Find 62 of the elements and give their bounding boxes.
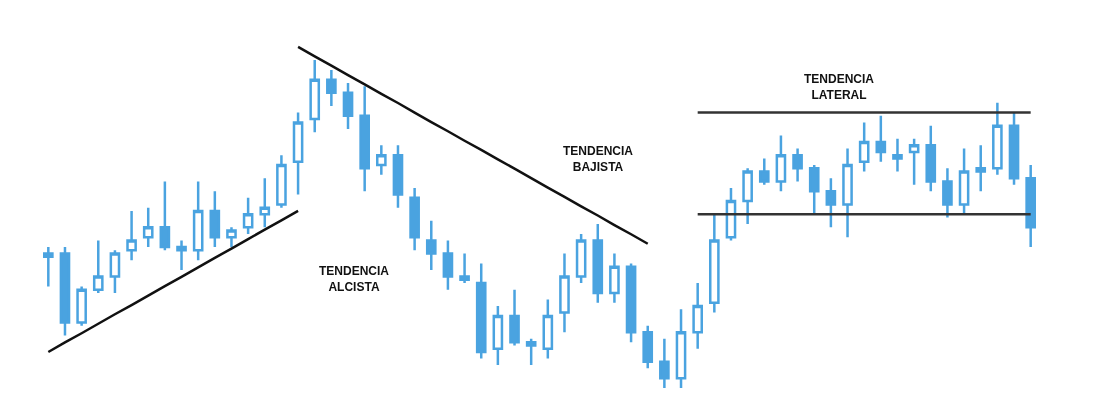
candlestick [709,212,720,314]
candlestick [126,209,137,262]
candlestick [43,245,54,288]
candlestick [525,337,537,367]
candlestick [625,262,637,344]
candlestick [292,111,304,196]
candlestick [975,144,987,193]
candlestick [659,337,670,390]
candlestick [442,239,454,291]
candlestick [242,196,254,236]
candlestick [675,308,687,390]
candlestick [342,81,354,131]
annotation: TENDENCIA ALCISTA [319,264,390,294]
candlestick [609,252,620,305]
candlestick [1025,163,1036,249]
candlestick [592,222,604,305]
candlestick [359,85,370,193]
candlestick [259,176,271,229]
candlestick [542,298,554,360]
candlestick [758,157,770,186]
candlestick [376,144,387,177]
candlestick [76,285,87,327]
candlestick [958,147,970,216]
candlestick [459,252,470,285]
candlestick [559,252,570,334]
candlestick [475,262,487,360]
candlestick [425,219,437,272]
candlestick [858,121,870,173]
candlestick [925,124,937,193]
candlestick [575,232,587,285]
candlestick [692,281,703,350]
candlestick [276,153,287,209]
candlestick [842,147,853,239]
candlestick [775,134,787,193]
candlestick [176,239,187,272]
annotation: TENDENCIA BAJISTA [563,144,634,174]
candlestick [326,68,337,108]
candlestick [159,180,171,252]
annotation: TENDENCIA LATERAL [804,72,875,102]
candlestick [742,167,753,226]
candlestick [509,288,520,347]
candlestick [492,304,504,367]
candlestick [309,58,321,134]
candlestick [92,239,104,295]
candlestick [942,167,953,219]
candlestick [409,186,420,252]
candlestick [875,114,887,163]
candlestick [209,190,221,249]
candlestick [392,144,404,209]
candlestick [908,137,920,186]
candlestick [825,176,837,229]
candlestick [59,245,71,337]
candlestick [109,249,121,295]
candlestick [892,137,903,173]
candlestick [142,206,154,249]
candlestick [226,226,237,249]
candlestick [642,324,654,370]
candlestick [192,180,204,262]
candlestick [992,101,1003,177]
candlestick [792,147,803,183]
candlestick [1008,111,1020,186]
candlestick [808,163,820,216]
